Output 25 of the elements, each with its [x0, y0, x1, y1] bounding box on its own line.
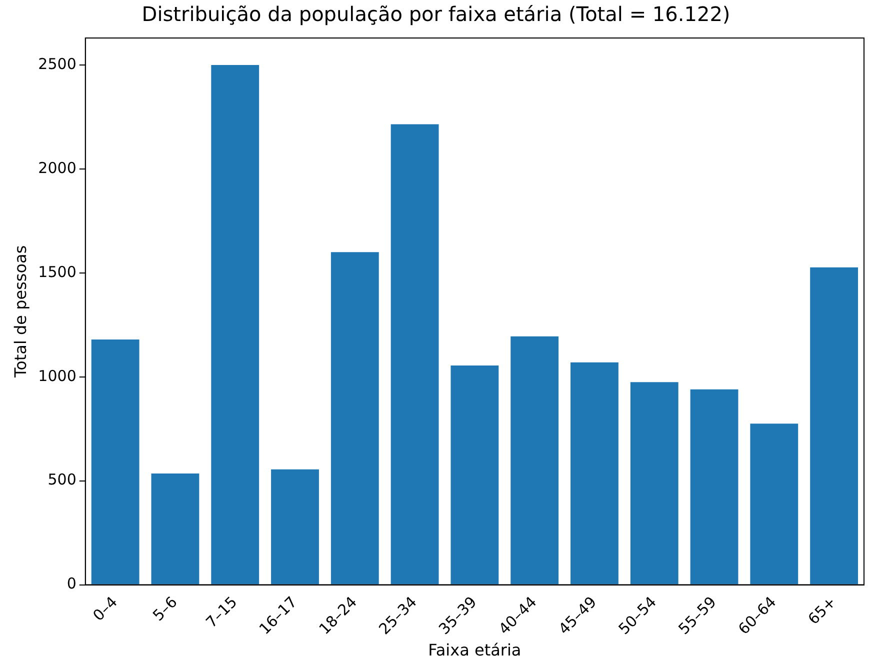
y-axis-title: Total de pessoas	[10, 245, 30, 378]
bar	[271, 469, 319, 584]
x-tick-label: 0–4	[89, 592, 121, 625]
y-tick-label: 0	[66, 574, 76, 593]
bar	[151, 474, 200, 584]
bar	[570, 362, 618, 584]
bar	[330, 252, 379, 584]
bar	[390, 124, 439, 584]
y-tick-label: 2000	[38, 158, 76, 177]
bar	[810, 267, 858, 584]
y-tick-label: 500	[48, 470, 76, 489]
y-tick-label: 1500	[38, 262, 76, 281]
chart-title: Distribuição da população por faixa etária (Total = 16.122)	[142, 2, 730, 26]
x-tick-label: 5–6	[149, 592, 181, 625]
bar	[510, 336, 559, 584]
bar	[91, 339, 140, 584]
bar	[690, 389, 738, 584]
x-tick-label: 65+	[804, 592, 840, 628]
bar	[211, 65, 260, 584]
y-tick-label: 1000	[38, 366, 76, 385]
bar	[750, 424, 798, 584]
bar	[450, 365, 499, 584]
bar	[630, 382, 678, 584]
x-axis-title: Faixa etária	[428, 640, 522, 660]
y-tick-label: 2500	[38, 54, 76, 73]
